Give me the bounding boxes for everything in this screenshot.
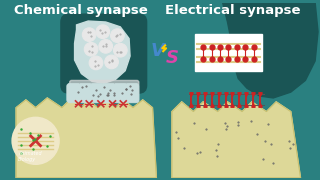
- Text: Biology: Biology: [18, 157, 36, 162]
- FancyBboxPatch shape: [102, 83, 116, 103]
- Polygon shape: [223, 3, 318, 98]
- Text: V: V: [150, 42, 164, 60]
- Circle shape: [99, 40, 113, 53]
- FancyBboxPatch shape: [90, 83, 104, 103]
- Circle shape: [89, 56, 103, 70]
- Circle shape: [114, 43, 127, 57]
- FancyBboxPatch shape: [70, 80, 139, 102]
- Text: Animated: Animated: [18, 151, 42, 156]
- FancyBboxPatch shape: [114, 83, 127, 103]
- Circle shape: [84, 42, 98, 56]
- FancyBboxPatch shape: [67, 83, 80, 103]
- Polygon shape: [172, 102, 300, 178]
- Circle shape: [12, 117, 59, 164]
- FancyBboxPatch shape: [125, 83, 139, 103]
- Text: Electrical synapse: Electrical synapse: [164, 4, 300, 17]
- Circle shape: [96, 25, 110, 39]
- Polygon shape: [16, 98, 156, 178]
- Bar: [195, 34, 261, 71]
- Circle shape: [111, 29, 124, 42]
- Text: Chemical synapse: Chemical synapse: [14, 4, 148, 17]
- Polygon shape: [70, 17, 137, 87]
- FancyBboxPatch shape: [78, 83, 92, 103]
- Polygon shape: [75, 21, 130, 83]
- FancyBboxPatch shape: [61, 14, 147, 93]
- Text: S: S: [165, 49, 179, 67]
- Circle shape: [105, 55, 118, 69]
- Circle shape: [82, 28, 96, 41]
